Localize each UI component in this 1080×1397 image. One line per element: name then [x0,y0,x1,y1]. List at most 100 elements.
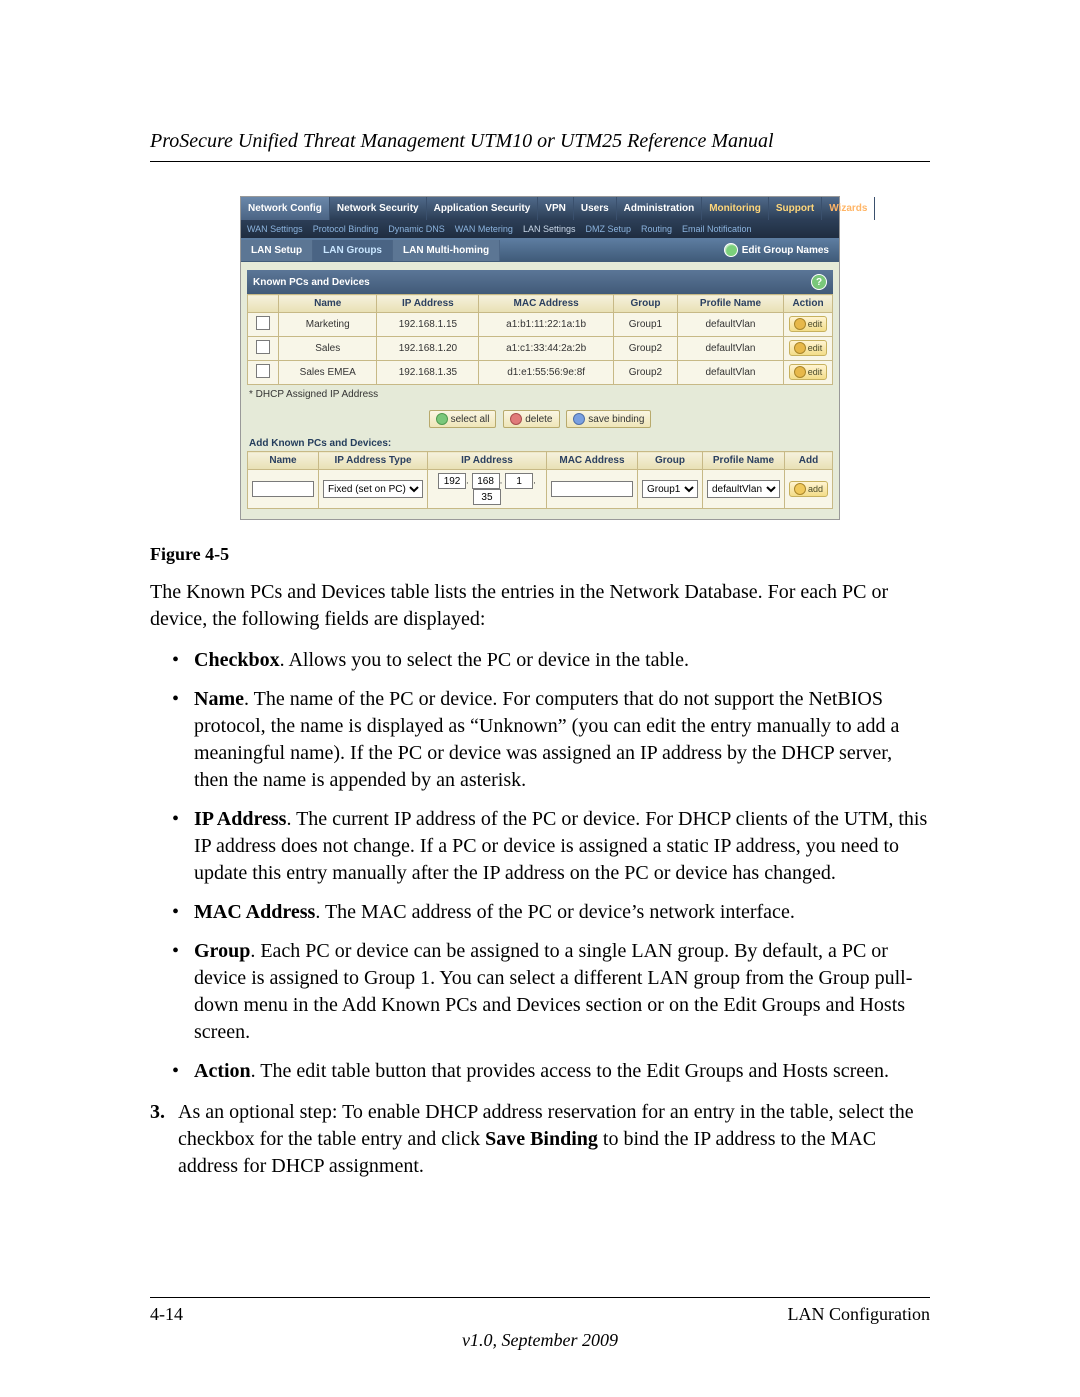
tab-app-security[interactable]: Application Security [427,197,539,220]
delete-icon [510,413,522,425]
col-profile: Profile Name [677,295,783,313]
select-all-button[interactable]: select all [429,410,497,428]
bullet-group: Group. Each PC or device can be assigned… [150,938,930,1046]
steps-list: 3. As an optional step: To enable DHCP a… [150,1099,930,1180]
intro-paragraph: The Known PCs and Devices table lists th… [150,579,930,633]
subnav-routing[interactable]: Routing [641,224,672,234]
page-footer: 4-14 LAN Configuration [150,1297,930,1325]
sub-nav: WAN Settings Protocol Binding Dynamic DN… [241,220,839,238]
cell-name: Sales [279,337,377,361]
cell-name: Sales EMEA [279,361,377,385]
section-title: Known PCs and Devices [253,277,370,288]
save-binding-button[interactable]: save binding [566,410,651,428]
edit-group-names-label: Edit Group Names [742,245,829,256]
cell-profile: defaultVlan [677,313,783,337]
col-mac: MAC Address [479,295,614,313]
subnav-dynamic-dns[interactable]: Dynamic DNS [388,224,445,234]
edit-button[interactable]: edit [789,364,828,380]
bullet-ip: IP Address. The current IP address of th… [150,806,930,887]
edit-group-names-link[interactable]: Edit Group Names [714,238,839,262]
row-checkbox[interactable] [256,316,270,330]
divider [150,161,930,162]
table-row: Sales 192.168.1.20 a1:c1:33:44:2a:2b Gro… [248,337,833,361]
doc-title: ProSecure Unified Threat Management UTM1… [150,130,930,153]
acol-name: Name [248,452,319,470]
cell-profile: defaultVlan [677,337,783,361]
subtab-lan-groups[interactable]: LAN Groups [313,240,393,261]
tab-network-config[interactable]: Network Config [241,197,330,220]
subnav-email-notification[interactable]: Email Notification [682,224,752,234]
cell-name: Marketing [279,313,377,337]
subnav-wan-settings[interactable]: WAN Settings [247,224,303,234]
step-3: 3. As an optional step: To enable DHCP a… [150,1099,930,1180]
acol-group: Group [637,452,702,470]
add-mac-input[interactable] [551,481,633,497]
col-group: Group [613,295,677,313]
delete-button[interactable]: delete [503,410,559,428]
page-number: 4-14 [150,1304,183,1325]
add-icon [794,483,806,495]
subnav-protocol-binding[interactable]: Protocol Binding [313,224,379,234]
sub-tabs: LAN Setup LAN Groups LAN Multi-homing Ed… [241,238,839,262]
field-bullets: Checkbox. Allows you to select the PC or… [150,647,930,1085]
row-checkbox[interactable] [256,340,270,354]
dhcp-footnote: * DHCP Assigned IP Address [249,389,833,400]
cell-profile: defaultVlan [677,361,783,385]
bullet-name: Name. The name of the PC or device. For … [150,686,930,794]
cell-mac: a1:b1:11:22:1a:1b [479,313,614,337]
col-checkbox [248,295,279,313]
cell-mac: d1:e1:55:56:9e:8f [479,361,614,385]
bullet-action: Action. The edit table button that provi… [150,1058,930,1085]
profile-select[interactable]: defaultVlan [707,480,780,498]
acol-add: Add [784,452,832,470]
tab-network-security[interactable]: Network Security [330,197,427,220]
add-row: Fixed (set on PC) . . . Group1 defaultVl… [248,470,833,509]
tab-wizards[interactable]: Wizards [822,197,875,220]
subtab-lan-setup[interactable]: LAN Setup [241,240,313,261]
row-checkbox[interactable] [256,364,270,378]
bullet-mac: MAC Address. The MAC address of the PC o… [150,899,930,926]
figure-caption: Figure 4-5 [150,544,930,565]
screenshot-lan-groups: Network Config Network Security Applicat… [240,196,840,520]
tab-users[interactable]: Users [574,197,617,220]
cell-group: Group1 [613,313,677,337]
table-row: Marketing 192.168.1.15 a1:b1:11:22:1a:1b… [248,313,833,337]
col-action: Action [784,295,833,313]
ip-octet-4[interactable] [473,489,501,505]
section-header: Known PCs and Devices ? [247,270,833,294]
edit-icon [794,342,806,354]
cell-ip: 192.168.1.20 [377,337,479,361]
ip-octet-2[interactable] [472,473,500,489]
tab-support[interactable]: Support [769,197,822,220]
add-known-pcs-table: Name IP Address Type IP Address MAC Addr… [247,451,833,509]
add-name-input[interactable] [252,481,314,497]
tab-admin[interactable]: Administration [617,197,703,220]
ip-octet-3[interactable] [505,473,533,489]
tab-monitoring[interactable]: Monitoring [702,197,769,220]
subnav-wan-metering[interactable]: WAN Metering [455,224,513,234]
known-pcs-table: Name IP Address MAC Address Group Profil… [247,294,833,385]
ip-octet-1[interactable] [438,473,466,489]
top-nav: Network Config Network Security Applicat… [241,197,839,220]
tab-vpn[interactable]: VPN [538,197,574,220]
section-name: LAN Configuration [788,1304,930,1325]
subnav-lan-settings[interactable]: LAN Settings [523,224,576,234]
ip-type-select[interactable]: Fixed (set on PC) [323,480,423,498]
acol-profile: Profile Name [702,452,784,470]
subnav-dmz-setup[interactable]: DMZ Setup [585,224,631,234]
edit-button[interactable]: edit [789,340,828,356]
table-row: Sales EMEA 192.168.1.35 d1:e1:55:56:9e:8… [248,361,833,385]
version-line: v1.0, September 2009 [0,1330,1080,1351]
subtab-lan-multihoming[interactable]: LAN Multi-homing [393,240,500,261]
edit-icon [794,366,806,378]
group-select[interactable]: Group1 [642,480,698,498]
edit-button[interactable]: edit [789,316,828,332]
col-ip: IP Address [377,295,479,313]
help-icon[interactable]: ? [811,274,827,290]
cell-group: Group2 [613,361,677,385]
cell-ip: 192.168.1.35 [377,361,479,385]
cell-ip: 192.168.1.15 [377,313,479,337]
add-button[interactable]: add [789,481,828,497]
acol-mac: MAC Address [546,452,637,470]
cell-mac: a1:c1:33:44:2a:2b [479,337,614,361]
